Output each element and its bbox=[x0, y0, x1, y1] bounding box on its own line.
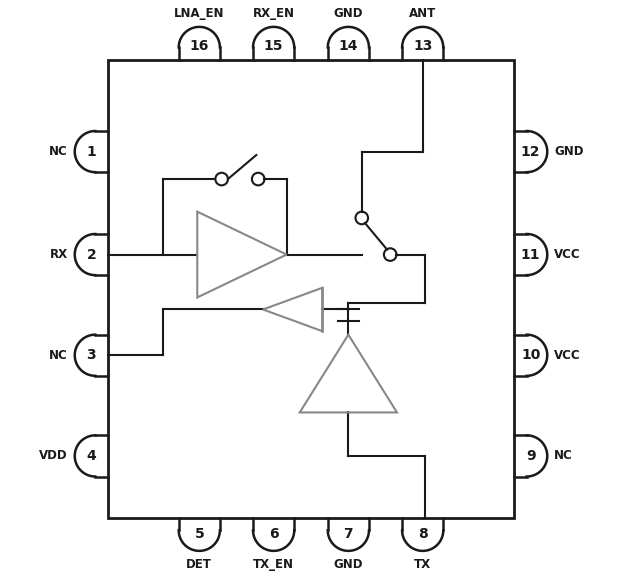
Text: 3: 3 bbox=[86, 348, 96, 362]
Text: 9: 9 bbox=[526, 449, 536, 463]
Text: GND: GND bbox=[333, 558, 363, 571]
Text: DET: DET bbox=[187, 558, 212, 571]
Text: 1: 1 bbox=[86, 145, 96, 158]
Text: 6: 6 bbox=[269, 528, 279, 541]
Text: NC: NC bbox=[49, 349, 68, 362]
Text: 13: 13 bbox=[413, 39, 432, 53]
Text: GND: GND bbox=[554, 145, 583, 158]
Text: RX_EN: RX_EN bbox=[253, 7, 295, 20]
Text: ANT: ANT bbox=[409, 7, 436, 20]
Text: 11: 11 bbox=[521, 247, 541, 262]
Text: GND: GND bbox=[333, 7, 363, 20]
Text: TX_EN: TX_EN bbox=[253, 558, 294, 571]
Text: TX: TX bbox=[414, 558, 431, 571]
Text: VDD: VDD bbox=[39, 449, 68, 463]
Text: 14: 14 bbox=[338, 39, 358, 53]
Text: 8: 8 bbox=[418, 528, 427, 541]
Text: 2: 2 bbox=[86, 247, 96, 262]
Text: 7: 7 bbox=[343, 528, 353, 541]
Text: 16: 16 bbox=[190, 39, 209, 53]
Text: 12: 12 bbox=[521, 145, 541, 158]
Text: 10: 10 bbox=[521, 348, 541, 362]
Text: NC: NC bbox=[49, 145, 68, 158]
Text: 15: 15 bbox=[264, 39, 284, 53]
Text: LNA_EN: LNA_EN bbox=[174, 7, 225, 20]
Text: 5: 5 bbox=[195, 528, 204, 541]
Bar bbox=[108, 60, 514, 518]
Text: VCC: VCC bbox=[554, 349, 581, 362]
Text: 4: 4 bbox=[86, 449, 96, 463]
Text: VCC: VCC bbox=[554, 248, 581, 261]
Text: NC: NC bbox=[554, 449, 573, 463]
Text: RX: RX bbox=[50, 248, 68, 261]
